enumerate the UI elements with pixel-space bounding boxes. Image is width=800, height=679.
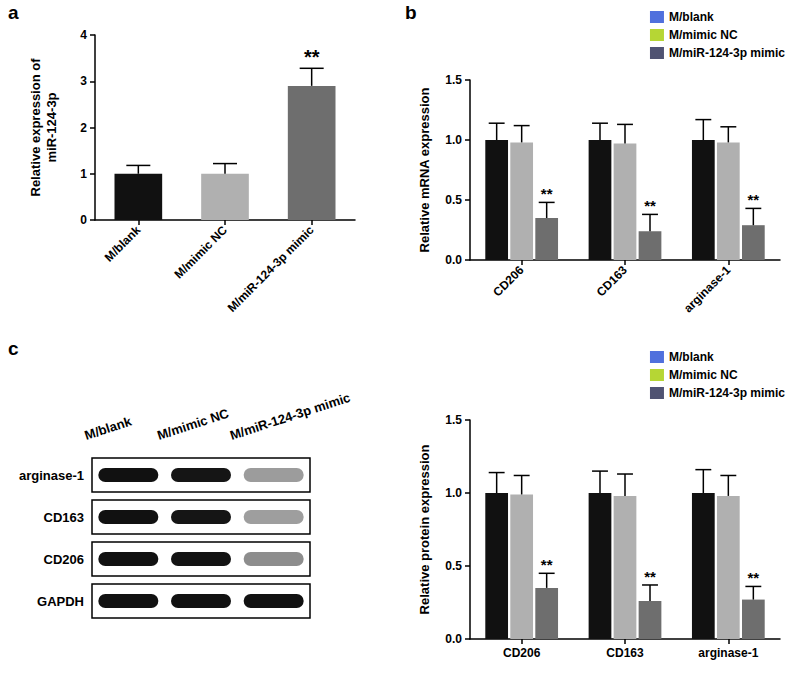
svg-text:0.5: 0.5	[445, 193, 462, 207]
svg-text:GAPDH: GAPDH	[37, 594, 84, 609]
svg-text:M/miR-124-3p mimic: M/miR-124-3p mimic	[225, 223, 317, 315]
svg-text:CD163: CD163	[44, 510, 84, 525]
svg-text:M/blank: M/blank	[102, 223, 144, 265]
svg-text:arginase-1: arginase-1	[698, 646, 758, 660]
svg-text:**: **	[747, 191, 759, 208]
svg-text:0.0: 0.0	[445, 632, 462, 646]
svg-text:M/miR-124-3p mimic: M/miR-124-3p mimic	[669, 46, 785, 60]
svg-text:1.0: 1.0	[445, 133, 462, 147]
svg-text:M/blank: M/blank	[669, 10, 714, 24]
html-text:a: a	[8, 2, 19, 23]
html-text:c: c	[8, 338, 19, 359]
svg-text:Relative expression of: Relative expression of	[28, 58, 43, 197]
svg-text:CD163: CD163	[606, 646, 644, 660]
svg-text:M/miR-124-3p mimic: M/miR-124-3p mimic	[228, 390, 352, 443]
svg-text:M/blank: M/blank	[669, 350, 714, 364]
svg-text:1.0: 1.0	[445, 486, 462, 500]
svg-text:0.5: 0.5	[445, 559, 462, 573]
svg-text:1.5: 1.5	[445, 413, 462, 427]
svg-text:3: 3	[80, 74, 87, 88]
svg-text:CD163: CD163	[594, 263, 631, 300]
svg-text:**: **	[747, 569, 759, 586]
svg-text:M/miR-124-3p mimic: M/miR-124-3p mimic	[669, 386, 785, 400]
svg-text:0: 0	[80, 213, 87, 227]
svg-text:arginase-1: arginase-1	[19, 468, 84, 483]
svg-text:CD206: CD206	[503, 646, 541, 660]
svg-text:**: **	[644, 568, 656, 585]
html-text:b: b	[405, 2, 417, 23]
svg-text:4: 4	[80, 28, 87, 42]
svg-text:**: **	[304, 46, 320, 68]
svg-text:M/mimic NC: M/mimic NC	[669, 28, 738, 42]
svg-text:**: **	[541, 556, 553, 573]
svg-text:CD206: CD206	[490, 263, 527, 300]
svg-text:1.5: 1.5	[445, 73, 462, 87]
svg-text:Relative mRNA expression: Relative mRNA expression	[417, 87, 432, 252]
svg-text:arginase-1: arginase-1	[681, 263, 734, 316]
svg-text:**: **	[541, 185, 553, 202]
svg-text:M/mimic NC: M/mimic NC	[155, 405, 231, 442]
svg-text:M/mimic NC: M/mimic NC	[172, 223, 231, 282]
svg-text:2: 2	[80, 121, 87, 135]
svg-text:**: **	[644, 197, 656, 214]
svg-text:1: 1	[80, 167, 87, 181]
svg-text:Relative protein expression: Relative protein expression	[417, 445, 432, 615]
svg-text:0.0: 0.0	[445, 253, 462, 267]
svg-text:CD206: CD206	[44, 552, 84, 567]
svg-text:miR-124-3p: miR-124-3p	[44, 92, 59, 162]
svg-text:M/mimic NC: M/mimic NC	[669, 368, 738, 382]
svg-text:M/blank: M/blank	[83, 413, 134, 442]
